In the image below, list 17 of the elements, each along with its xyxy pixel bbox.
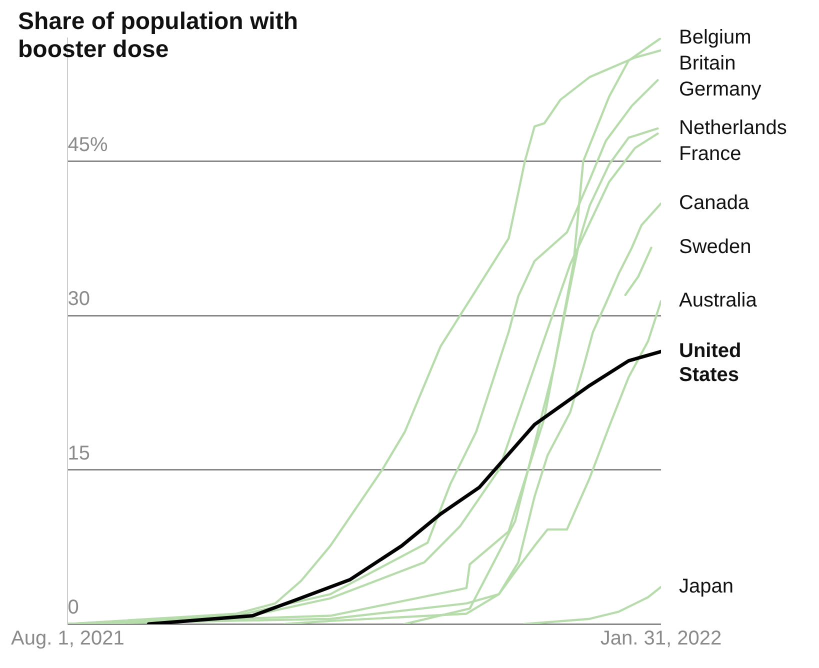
series-label: Canada [679, 192, 750, 214]
series-label: Australia [679, 290, 758, 312]
y-tick-label: 45% [68, 134, 108, 156]
series-label: Belgium [679, 26, 752, 49]
series-label: United States [679, 340, 742, 386]
y-tick-label: 30 [68, 288, 90, 310]
x-tick-label: Aug. 1, 2021 [10, 628, 124, 650]
series-label: Netherlands [679, 116, 787, 139]
series-label: Germany [679, 78, 762, 101]
y-tick-label: 15 [68, 442, 90, 464]
series-label: Sweden [679, 236, 752, 258]
chart-title: Share of population with booster dose [18, 8, 299, 64]
series-label: Japan [679, 576, 734, 598]
y-tick-label: 0 [68, 596, 79, 619]
series-label: Britain [679, 52, 736, 75]
series-label: France [679, 142, 742, 165]
x-tick-label: Jan. 31, 2022 [600, 628, 722, 650]
